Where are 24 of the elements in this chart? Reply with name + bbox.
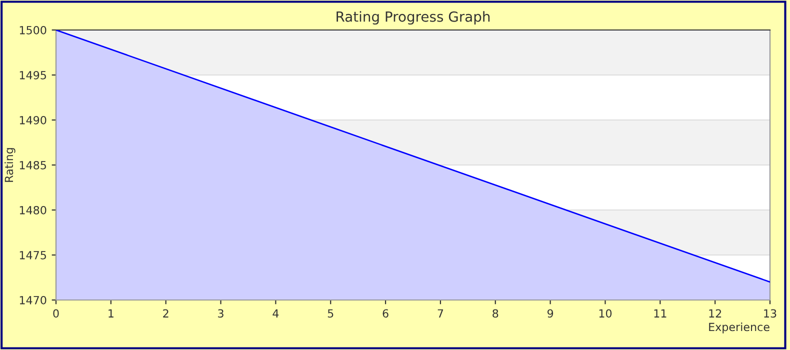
x-axis-title: Experience — [709, 322, 770, 334]
x-tick-label: 2 — [163, 309, 168, 318]
y-tick-label: 1495 — [20, 70, 46, 80]
x-tick-label: 4 — [272, 309, 279, 318]
x-tick-label: 5 — [328, 309, 334, 318]
x-tick-label: 8 — [492, 309, 498, 318]
x-tick-label: 6 — [382, 309, 388, 318]
y-axis-title: Rating — [4, 148, 16, 182]
y-tick-label: 1500 — [20, 26, 46, 34]
y-tick-label: 1470 — [20, 296, 46, 304]
y-tick-label: 1485 — [20, 160, 46, 170]
y-tick-label: 1475 — [20, 251, 46, 260]
x-tick-label: 10 — [599, 309, 612, 318]
x-tick-label: 0 — [53, 309, 59, 318]
x-tick-label: 1 — [108, 309, 114, 318]
x-tick-label: 9 — [547, 309, 554, 318]
y-tick-label: 1490 — [20, 116, 46, 124]
x-tick-label: 7 — [438, 309, 444, 318]
x-tick-label: 3 — [218, 309, 224, 318]
y-tick-label: 1480 — [20, 206, 46, 214]
x-tick-label: 12 — [709, 309, 722, 318]
x-tick-label: 13 — [764, 309, 776, 318]
chart-title: Rating Progress Graph — [336, 11, 490, 25]
x-tick-label: 11 — [654, 309, 666, 318]
